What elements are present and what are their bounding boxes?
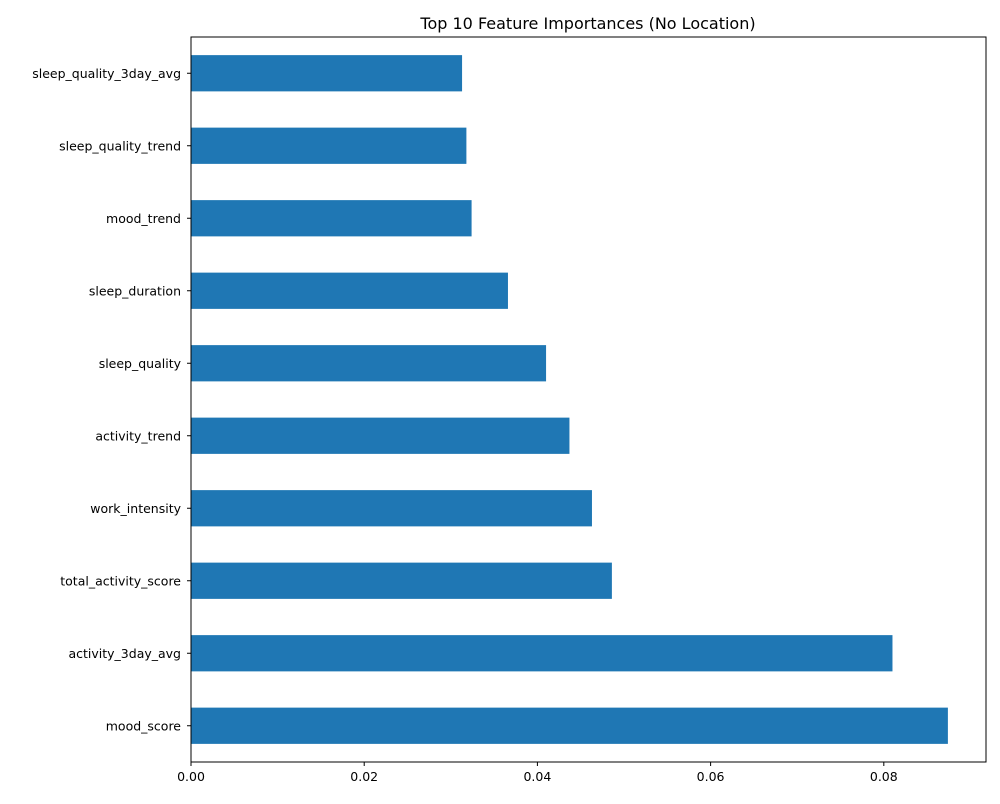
y-tick-label: sleep_quality_trend <box>59 138 181 153</box>
y-tick-label: activity_trend <box>95 428 181 443</box>
y-tick-label: activity_3day_avg <box>68 646 181 661</box>
axes-frame <box>190 36 987 763</box>
x-tick-label: 0.06 <box>697 769 725 784</box>
bars-layer <box>191 55 948 744</box>
x-tick-label: 0.02 <box>350 769 378 784</box>
x-tick-label: 0.04 <box>523 769 551 784</box>
y-tick-label: work_intensity <box>90 501 181 516</box>
bar-sleep-duration <box>191 272 508 309</box>
bar-activity-3day-avg <box>191 635 893 672</box>
x-tick-label: 0.08 <box>870 769 898 784</box>
bar-sleep-quality-3day-avg <box>191 55 463 92</box>
y-tick-label: total_activity_score <box>60 573 181 588</box>
bar-sleep-quality <box>191 345 547 382</box>
axes-border <box>190 36 987 763</box>
bar-activity-trend <box>191 417 570 454</box>
x-axis-ticks: 0.00 0.02 0.04 0.06 0.08 <box>177 762 898 784</box>
bar-total-activity-score <box>191 562 612 599</box>
y-tick-label: mood_trend <box>106 211 181 226</box>
bar-work-intensity <box>191 490 592 527</box>
y-tick-label: sleep_quality_3day_avg <box>32 66 181 81</box>
bar-sleep-quality-trend <box>191 127 467 164</box>
y-tick-label: sleep_quality <box>99 356 182 371</box>
bar-mood-score <box>191 707 948 744</box>
x-tick-label: 0.00 <box>177 769 205 784</box>
y-tick-label: sleep_duration <box>89 283 181 298</box>
chart-title: Top 10 Feature Importances (No Location) <box>419 14 755 33</box>
y-axis-ticks: mood_score activity_3day_avg total_activit… <box>32 66 191 733</box>
bar-mood-trend <box>191 200 472 237</box>
y-tick-label: mood_score <box>106 718 182 733</box>
